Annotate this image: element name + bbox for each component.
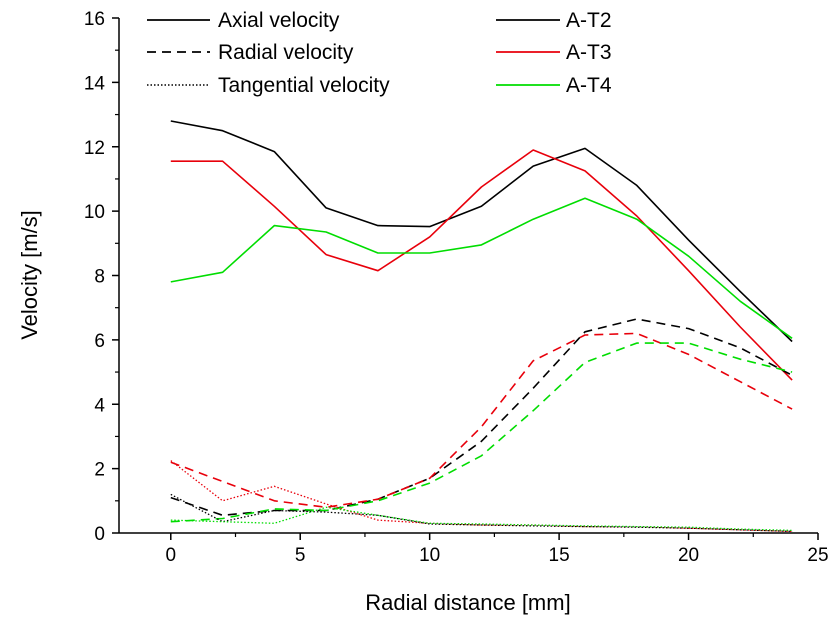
x-tick-label: 0 bbox=[165, 545, 176, 566]
y-tick-label: 12 bbox=[84, 138, 105, 159]
legend-components: Axial velocity Radial velocity Tangentia… bbox=[147, 9, 390, 97]
x-tick-label: 25 bbox=[807, 545, 828, 566]
y-axis-title: Velocity [m/s] bbox=[17, 210, 42, 340]
series-line-a-t3-tangential bbox=[170, 460, 793, 533]
x-tick-label: 15 bbox=[549, 545, 570, 566]
y-tick-label: 14 bbox=[84, 73, 106, 94]
y-tick-label: 0 bbox=[94, 524, 105, 545]
legend-cases: A-T2 A-T3 A-T4 bbox=[496, 9, 612, 97]
x-tick-label: 10 bbox=[419, 545, 440, 566]
legend-label-axial: Axial velocity bbox=[218, 9, 340, 32]
x-ticks: 0 5 10 15 20 25 bbox=[165, 533, 829, 566]
y-tick-label: 4 bbox=[94, 395, 105, 416]
series-line-a-t3-radial bbox=[170, 332, 793, 509]
legend-label-tangential: Tangential velocity bbox=[218, 74, 390, 97]
x-tick-label: 20 bbox=[678, 545, 699, 566]
x-tick-label: 5 bbox=[295, 545, 306, 566]
legend-label-a-t4: A-T4 bbox=[566, 74, 612, 97]
series-line-a-t2-radial bbox=[170, 318, 793, 517]
legend-label-radial: Radial velocity bbox=[218, 41, 354, 64]
y-tick-label: 6 bbox=[94, 331, 105, 352]
series-line-a-t2-tangential bbox=[170, 493, 793, 533]
series-line-a-t4-axial bbox=[170, 197, 793, 339]
series-line-a-t4-radial bbox=[170, 342, 793, 523]
series-line-a-t4-tangential bbox=[170, 506, 793, 532]
series-layer bbox=[170, 120, 793, 533]
series-line-a-t3-axial bbox=[170, 149, 793, 381]
legend-label-a-t2: A-T2 bbox=[566, 9, 612, 32]
y-ticks: 0 2 4 6 8 10 12 14 16 bbox=[84, 9, 119, 545]
y-tick-label: 8 bbox=[94, 267, 105, 288]
legend-label-a-t3: A-T3 bbox=[566, 41, 612, 64]
y-tick-label: 16 bbox=[84, 9, 105, 30]
y-tick-label: 2 bbox=[94, 460, 105, 481]
x-axis-title: Radial distance [mm] bbox=[365, 590, 570, 615]
y-tick-label: 10 bbox=[84, 202, 105, 223]
series-line-a-t2-axial bbox=[170, 120, 793, 343]
